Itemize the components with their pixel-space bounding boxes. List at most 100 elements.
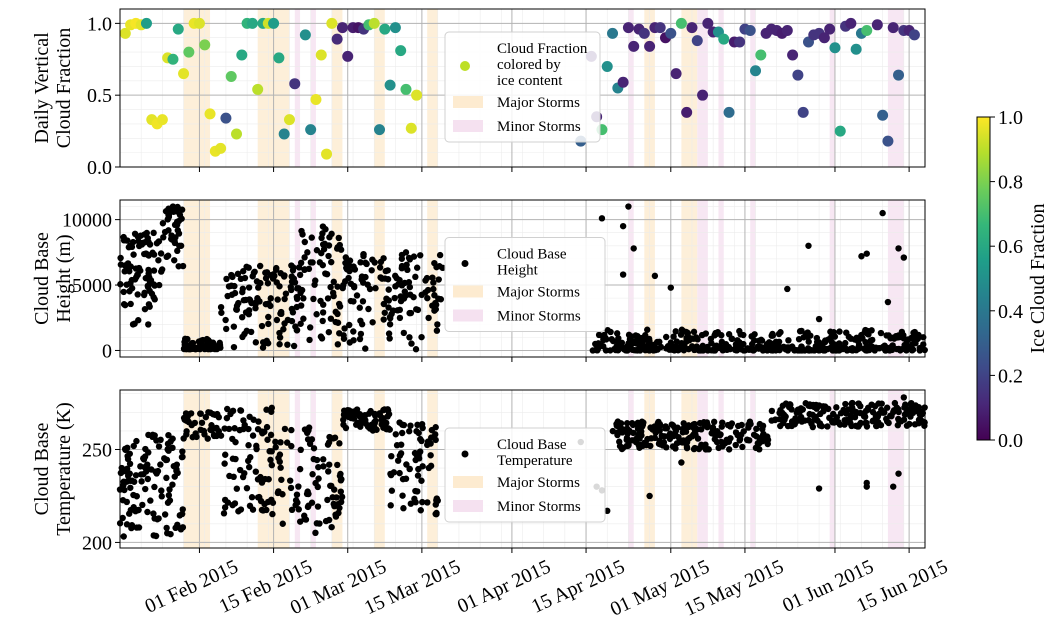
data-point	[273, 279, 280, 286]
data-point	[680, 420, 687, 427]
data-point	[126, 288, 133, 295]
data-point	[850, 43, 862, 55]
data-point	[261, 428, 268, 436]
data-point	[288, 305, 296, 313]
data-point	[427, 452, 434, 459]
data-point	[725, 331, 733, 338]
data-point	[286, 477, 294, 484]
data-point	[414, 488, 421, 495]
data-point	[119, 514, 126, 522]
data-point	[737, 331, 744, 338]
data-point	[406, 465, 413, 473]
data-point	[744, 25, 756, 37]
legend-label: Major Storms	[497, 95, 580, 111]
data-point	[204, 435, 211, 442]
data-point	[718, 338, 726, 346]
data-point	[435, 276, 442, 283]
data-point	[309, 259, 316, 266]
data-point	[698, 331, 706, 339]
data-point	[299, 231, 306, 238]
data-point	[284, 341, 291, 348]
data-point	[861, 413, 869, 421]
data-point	[398, 429, 406, 437]
data-point	[368, 267, 375, 274]
data-point	[157, 461, 164, 468]
major-storm-band	[331, 390, 343, 548]
y-axis-label-line: Cloud Base	[31, 422, 53, 515]
data-point	[681, 106, 693, 118]
minor-storm-band	[310, 390, 316, 548]
data-point	[157, 436, 164, 444]
data-point	[781, 25, 793, 37]
data-point	[677, 331, 685, 338]
data-point	[152, 532, 160, 540]
data-point	[265, 320, 272, 328]
data-point	[335, 509, 342, 517]
data-point	[151, 296, 158, 303]
data-point	[261, 340, 268, 347]
data-point	[217, 303, 225, 311]
data-point	[784, 285, 791, 293]
data-point	[796, 328, 804, 335]
data-point	[777, 406, 784, 414]
data-point	[829, 42, 841, 54]
data-point	[683, 336, 690, 344]
y-tick-label: 250	[82, 439, 112, 461]
data-point	[710, 418, 718, 426]
data-point	[137, 463, 144, 470]
data-point	[419, 498, 426, 506]
data-point	[646, 492, 653, 500]
data-point	[857, 402, 864, 410]
data-point	[352, 407, 360, 415]
data-point	[719, 419, 726, 426]
data-point	[357, 317, 364, 324]
data-point	[144, 508, 151, 516]
data-point	[288, 278, 296, 286]
data-point	[243, 484, 251, 492]
data-point	[378, 275, 386, 282]
data-point	[144, 475, 152, 483]
data-point	[609, 427, 617, 435]
data-point	[404, 266, 411, 274]
data-point	[324, 295, 332, 302]
data-point	[296, 465, 304, 473]
data-point	[320, 456, 327, 463]
data-point	[254, 425, 262, 433]
data-point	[196, 344, 203, 351]
data-point	[399, 421, 406, 428]
data-point	[900, 254, 908, 261]
data-point	[287, 283, 294, 291]
data-point	[233, 485, 241, 492]
data-point	[853, 346, 860, 354]
data-point	[222, 316, 229, 324]
data-point	[407, 422, 414, 429]
data-point	[231, 289, 239, 297]
data-point	[414, 421, 421, 429]
data-point	[900, 416, 908, 423]
data-point	[690, 445, 698, 453]
data-point	[400, 83, 412, 95]
data-point	[754, 440, 761, 447]
data-point	[733, 347, 741, 354]
data-point	[863, 250, 870, 257]
data-point	[362, 416, 369, 424]
data-point	[204, 108, 216, 120]
data-point	[617, 76, 629, 88]
data-point	[371, 259, 378, 266]
data-point	[296, 271, 304, 279]
data-point	[324, 496, 331, 504]
data-point	[365, 305, 372, 313]
data-point	[314, 503, 322, 510]
data-point	[239, 268, 247, 275]
data-point	[199, 39, 211, 51]
data-point	[413, 306, 420, 313]
data-point	[276, 341, 283, 348]
data-point	[230, 323, 238, 330]
data-point	[221, 460, 228, 467]
colorbar-tick-label: 0.4	[998, 301, 1023, 323]
data-point	[167, 235, 175, 243]
data-point	[239, 473, 247, 481]
data-point	[150, 510, 157, 517]
